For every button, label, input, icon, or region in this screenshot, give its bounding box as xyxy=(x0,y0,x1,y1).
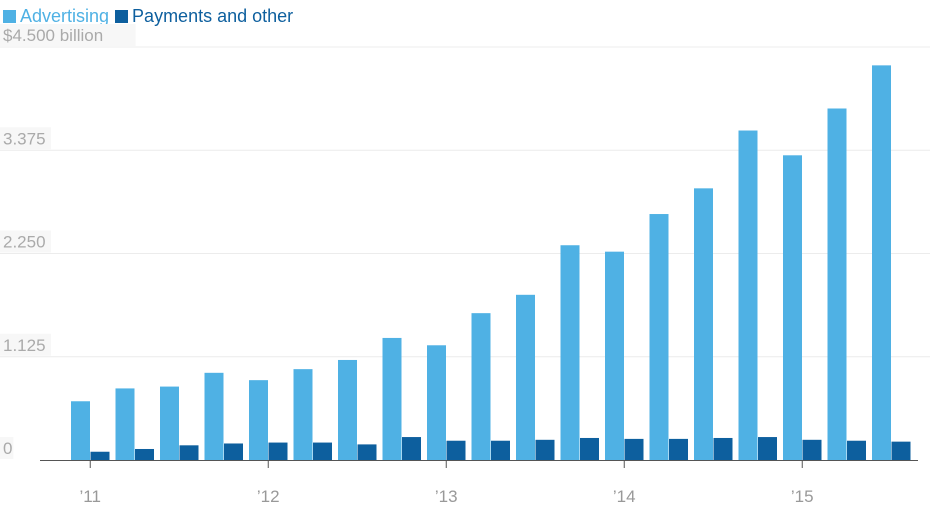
x-tick-label: ’14 xyxy=(613,487,636,506)
bar-payments-and-other xyxy=(669,438,688,460)
bar-advertising xyxy=(783,155,802,460)
bar-payments-and-other xyxy=(268,442,288,460)
y-tick-label: 0 xyxy=(3,439,12,458)
bar-advertising xyxy=(249,380,268,460)
y-tick-label-bg xyxy=(0,127,51,150)
bar-advertising xyxy=(338,359,357,460)
bar-advertising xyxy=(694,188,713,461)
bar-payments-and-other xyxy=(224,443,243,460)
bar-payments-and-other xyxy=(891,441,911,460)
bar-advertising xyxy=(827,108,847,460)
bar-advertising xyxy=(738,130,758,461)
y-tick-label: $4.500 billion xyxy=(3,26,103,45)
legend-label-payments: Payments and other xyxy=(132,5,294,26)
x-tick-label: ’15 xyxy=(791,487,814,506)
bar-advertising xyxy=(293,369,313,460)
bar-payments-and-other xyxy=(847,440,866,460)
bar-advertising xyxy=(382,337,402,460)
x-tick-label: ’12 xyxy=(257,487,280,506)
chart-legend: Advertising Payments and other xyxy=(3,4,299,28)
bar-payments-and-other xyxy=(580,437,599,460)
bar-payments-and-other xyxy=(179,445,199,460)
y-tick-label-bg xyxy=(0,437,14,459)
bar-advertising xyxy=(649,214,669,460)
legend-item-payments: Payments and other xyxy=(115,6,293,27)
y-tick-label: 2.250 xyxy=(3,233,46,252)
bar-advertising xyxy=(71,401,90,460)
bar-advertising xyxy=(427,345,446,460)
x-tick-label: ’13 xyxy=(435,487,458,506)
x-tick-label: ’11 xyxy=(80,487,101,506)
bar-payments-and-other xyxy=(624,438,644,460)
legend-item-advertising: Advertising xyxy=(3,6,109,27)
y-tick-label: 1.125 xyxy=(3,336,46,355)
bar-advertising xyxy=(160,386,179,460)
bar-payments-and-other xyxy=(313,442,332,460)
legend-label-advertising: Advertising xyxy=(20,5,110,26)
legend-swatch-payments xyxy=(115,9,129,23)
bar-advertising xyxy=(115,388,135,460)
bar-advertising xyxy=(471,313,491,460)
bar-advertising xyxy=(560,245,580,460)
bar-advertising xyxy=(872,65,891,460)
bar-payments-and-other xyxy=(758,437,777,460)
bar-payments-and-other xyxy=(802,439,822,460)
bar-payments-and-other xyxy=(135,448,154,460)
bar-advertising xyxy=(605,251,624,460)
bar-payments-and-other xyxy=(491,440,510,460)
bar-payments-and-other xyxy=(402,437,421,460)
bar-payments-and-other xyxy=(535,439,555,460)
bar-payments-and-other xyxy=(446,440,466,460)
bar-advertising xyxy=(516,294,535,460)
y-tick-label-bg xyxy=(0,333,51,356)
y-tick-label-bg xyxy=(0,24,136,46)
y-tick-label-bg xyxy=(0,230,51,253)
bar-payments-and-other xyxy=(713,437,733,460)
legend-swatch-advertising xyxy=(3,9,16,23)
y-tick-label: 3.375 xyxy=(3,129,46,148)
bar-payments-and-other xyxy=(90,451,110,460)
bar-advertising xyxy=(204,372,224,460)
bar-payments-and-other xyxy=(357,444,377,460)
